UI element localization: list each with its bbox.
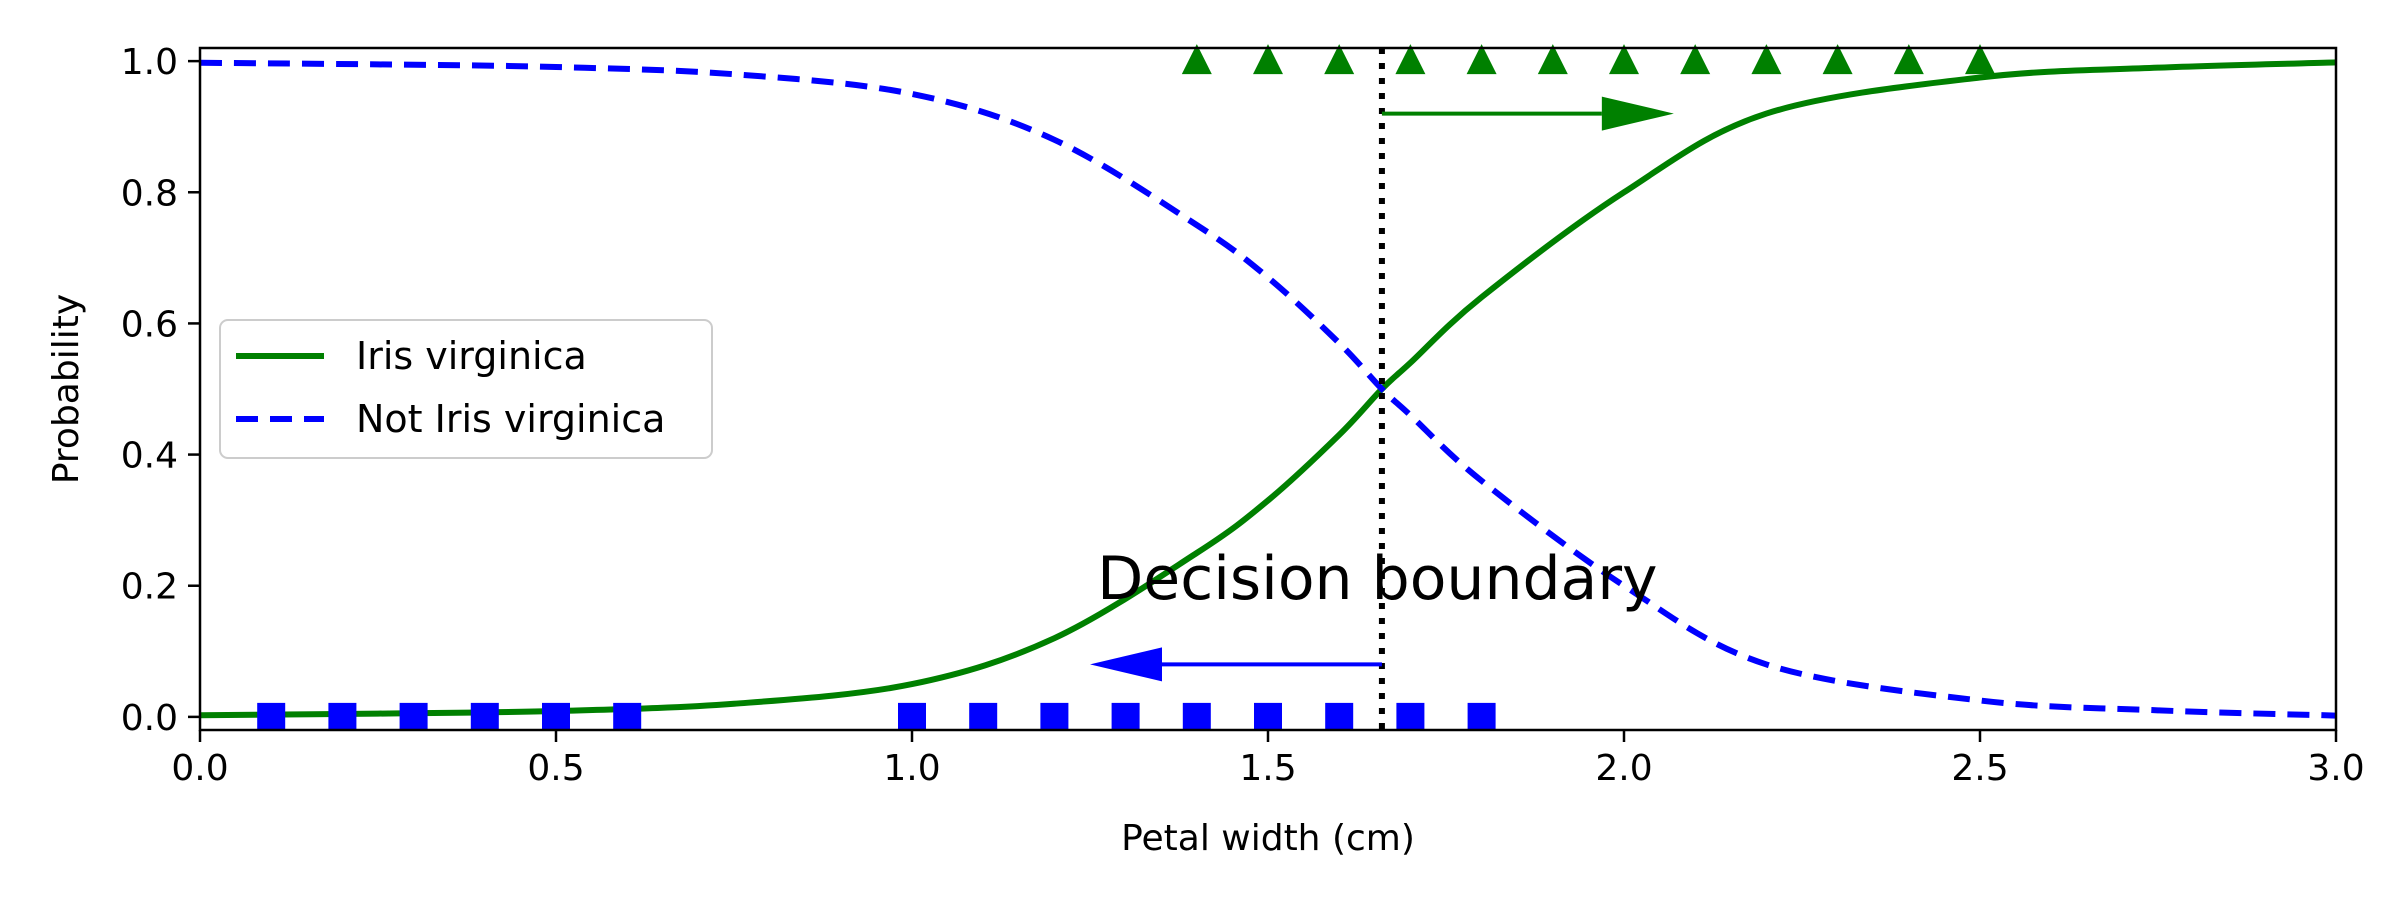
x-axis-label: Petal width (cm) [1121, 818, 1415, 859]
x-tick-label: 1.0 [883, 748, 940, 789]
scatter-point-triangle [1965, 44, 1995, 75]
scatter-point-triangle [1537, 44, 1568, 75]
scatter-point-square [898, 702, 926, 731]
scatter-point-square [470, 702, 499, 731]
legend: Iris virginica Not Iris virginica [219, 319, 713, 459]
plot-area: Decision boundary [199, 44, 2337, 731]
y-tick-label: 1.0 [121, 42, 178, 83]
arrow-head-left [1090, 647, 1162, 682]
scatter-point-triangle [1680, 44, 1711, 75]
scatter-point-triangle [1893, 44, 1924, 75]
y-tick-label: 0.4 [121, 436, 178, 477]
scatter-point-square [1111, 702, 1140, 731]
scatter-point-triangle [1253, 44, 1283, 75]
scatter-point-square [257, 702, 286, 731]
scatter-point-square [1040, 702, 1069, 731]
scatter-point-triangle [1181, 44, 1212, 75]
decision-boundary-annotation: Decision boundary [1097, 544, 1657, 614]
x-tick-label: 0.0 [171, 748, 228, 789]
scatter-point-square [1182, 702, 1211, 731]
y-axis-label: Probability [46, 294, 87, 484]
x-tick-label: 3.0 [2307, 748, 2364, 789]
y-tick-label: 0.0 [121, 698, 178, 739]
x-tick-label: 0.5 [527, 748, 584, 789]
y-tick-label: 0.2 [121, 567, 178, 608]
y-axis: 0.0 0.2 0.4 0.6 0.8 1.0 [121, 42, 200, 739]
scatter-point-square [328, 702, 357, 731]
scatter-point-square [542, 702, 570, 731]
scatter-point-triangle [1466, 44, 1497, 75]
x-tick-label: 1.5 [1239, 748, 1296, 789]
scatter-point-triangle [1395, 44, 1426, 75]
legend-box [219, 319, 713, 459]
x-axis: 0.0 0.5 1.0 1.5 2.0 2.5 3.0 [171, 730, 2365, 789]
scatter-point-triangle [1751, 44, 1782, 75]
legend-label-not-iris-virginica: Not Iris virginica [356, 397, 665, 441]
arrow-head-right [1601, 96, 1674, 131]
scatter-point-square [1467, 702, 1496, 731]
scatter-point-square [399, 702, 428, 731]
scatter-point-square [969, 702, 998, 731]
scatter-point-triangle [1324, 44, 1355, 75]
x-tick-label: 2.0 [1595, 748, 1652, 789]
scatter-point-triangle [1822, 44, 1853, 75]
scatter-point-square [1254, 702, 1282, 731]
scatter-point-square [1396, 702, 1425, 731]
series-line-not-iris-virginica [199, 59, 2337, 719]
y-tick-label: 0.6 [121, 304, 178, 345]
y-tick-label: 0.8 [121, 173, 178, 214]
scatter-point-square [613, 702, 642, 731]
x-tick-label: 2.5 [1951, 748, 2008, 789]
legend-label-iris-virginica: Iris virginica [356, 334, 587, 378]
scatter-point-square [1325, 702, 1354, 731]
scatter-point-triangle [1609, 44, 1639, 75]
